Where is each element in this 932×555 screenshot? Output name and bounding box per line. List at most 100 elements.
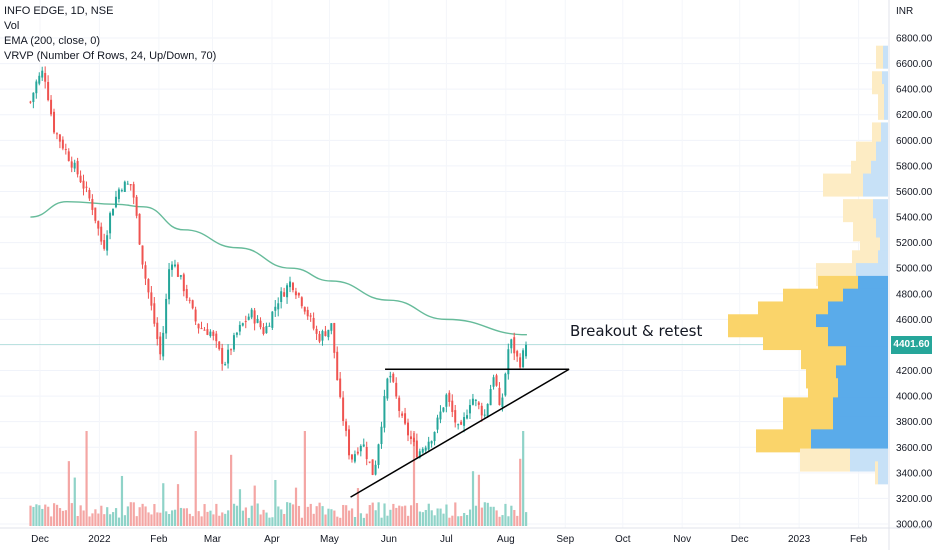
volume-bar (525, 512, 528, 526)
vrvp-up-bar (880, 237, 888, 261)
candle-body (268, 325, 271, 327)
volume-bar (106, 507, 109, 526)
candle-body (188, 299, 191, 301)
volume-bar (256, 503, 259, 526)
candle-body (44, 72, 47, 82)
vrvp-down-bar (843, 199, 873, 223)
candle-body (162, 332, 165, 357)
candle-body (377, 444, 380, 465)
x-tick-label: 2023 (788, 534, 811, 545)
candle-body (109, 213, 112, 234)
candle-body (238, 324, 241, 332)
x-tick-label: May (320, 534, 339, 545)
vrvp-up-bar (884, 96, 888, 120)
volume-bar (265, 512, 268, 526)
volume-bar (294, 487, 298, 526)
volume-bar (274, 479, 277, 526)
x-tick-label: Sep (556, 534, 574, 545)
volume-bar (162, 483, 165, 526)
volume-bar (513, 510, 516, 526)
volume-bar (501, 515, 504, 526)
y-tick-label: 4200.00 (896, 366, 932, 377)
symbol-title: INFO EDGE, 1D, NSE (4, 5, 114, 17)
candle-body (368, 461, 371, 463)
candle-body (194, 309, 197, 322)
y-tick-label: 5800.00 (896, 161, 932, 172)
volume-bar (147, 512, 150, 526)
y-tick-label: 5400.00 (896, 213, 932, 224)
candle-body (218, 341, 221, 350)
candle-body (280, 291, 283, 303)
volume-bar (179, 507, 183, 526)
vrvp-down-bar (875, 461, 878, 485)
vrvp-up-bar (884, 84, 888, 108)
candle-body (345, 421, 348, 431)
candle-body (232, 335, 235, 350)
candle-body (132, 184, 135, 198)
candle-body (457, 424, 460, 426)
candle-body (29, 101, 32, 103)
candle-body (460, 421, 463, 425)
candle-body (85, 186, 88, 188)
candle-body (123, 181, 126, 192)
volume-bar (480, 507, 483, 526)
candle-body (82, 180, 85, 189)
volume-bar (209, 510, 212, 526)
volume-bar (150, 514, 153, 526)
candle-body (153, 303, 156, 324)
vrvp-up-bar (873, 199, 888, 223)
volume-bar (353, 516, 357, 526)
candle-body (106, 235, 109, 251)
volume-bar (135, 516, 138, 526)
volume-bar (289, 502, 292, 526)
volume-bar (362, 517, 365, 526)
vrvp-down-bar (856, 141, 876, 165)
volume-bar (315, 506, 318, 526)
ema-indicator-label[interactable]: EMA (200, close, 0) (4, 35, 100, 47)
volume-bar (129, 502, 132, 526)
candle-body (215, 333, 218, 342)
volume-bar (82, 510, 85, 526)
candle-body (79, 175, 82, 183)
candle-body (67, 151, 70, 161)
candle-body (112, 208, 115, 216)
x-tick-label: Dec (731, 534, 749, 545)
volume-bar (29, 505, 32, 526)
vrvp-up-bar (876, 218, 888, 242)
volume-bar (522, 431, 525, 526)
candle-body (38, 75, 41, 84)
volume-indicator-label[interactable]: Vol (4, 20, 20, 32)
candle-body (386, 378, 389, 399)
candle-body (359, 445, 362, 452)
vrvp-up-bar (878, 461, 888, 485)
candle-body (176, 264, 179, 277)
volume-bar (350, 508, 354, 526)
candle-body (489, 389, 492, 406)
vrvp-up-bar (883, 45, 888, 69)
candle-body (70, 161, 73, 168)
volume-bar (309, 503, 312, 526)
y-tick-label: 4000.00 (896, 392, 932, 403)
x-tick-label: Aug (497, 534, 515, 545)
candle-body (350, 454, 353, 460)
volume-bar (224, 513, 227, 526)
vrvp-up-bar (876, 141, 888, 165)
candle-body (141, 245, 144, 265)
volume-bar (176, 484, 180, 526)
candle-body (436, 417, 439, 430)
y-tick-label: 3000.00 (896, 520, 932, 531)
candle-body (504, 373, 507, 396)
y-tick-label: 4800.00 (896, 289, 932, 300)
volume-bar (504, 503, 507, 526)
vrvp-indicator-label[interactable]: VRVP (Number Of Rows, 24, Up/Down, 70) (4, 50, 217, 62)
candle-body (200, 328, 203, 330)
candle-body (339, 378, 342, 397)
candle-body (224, 364, 227, 366)
y-tick-label: 5600.00 (896, 187, 932, 198)
candle-body (492, 377, 495, 387)
trendline-support[interactable] (350, 368, 570, 498)
candle-body (135, 196, 138, 216)
candle-body (318, 333, 321, 342)
volume-bar (333, 510, 336, 526)
